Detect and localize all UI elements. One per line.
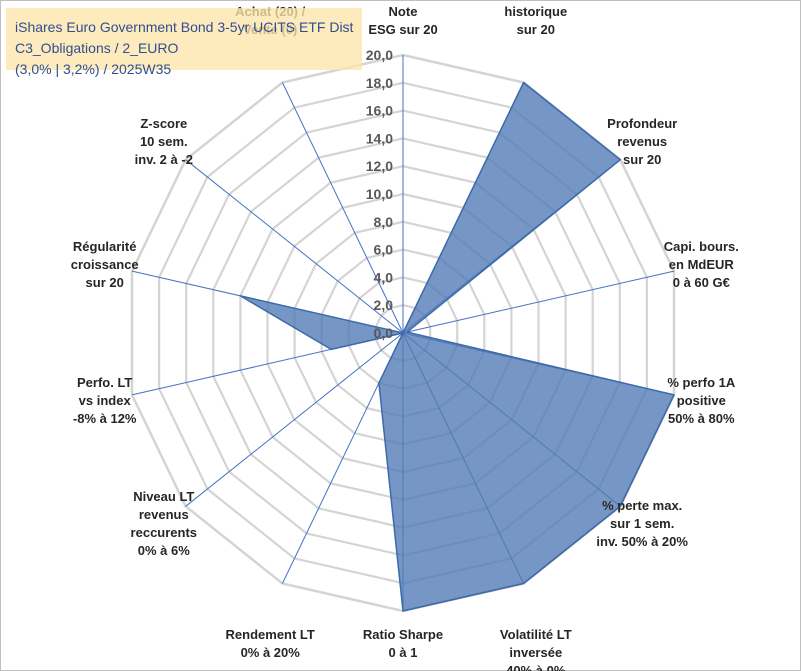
axis-label: Profondeur revenus sur 20	[607, 116, 677, 167]
axis-label-line: Niveau LT	[133, 489, 194, 504]
axis-label-line: 0% à 6%	[138, 543, 190, 558]
axis-label: Régularité croissance sur 20	[71, 239, 139, 290]
series-area	[239, 81, 675, 612]
radial-tick-labels: 0,0 2,0 4,0 6,0 8,0 10,0 12,0 14,0 16,0 18,0 20,0	[366, 47, 393, 341]
axis-spoke	[185, 332, 404, 507]
axis-label-line: en MdEUR	[669, 257, 735, 272]
axis-label-line: Profondeur	[501, 0, 571, 1]
axis-label-line: Profondeur	[607, 116, 677, 131]
chart-title-line-2: C3_Obligations / 2_EURO	[15, 40, 179, 56]
axis-label-line: Note	[389, 4, 418, 19]
axis-label: Niveau LT revenus reccurents 0% à 6%	[131, 489, 197, 558]
axis-label-line: 40% à 0%	[506, 663, 566, 671]
axis-label-line: inv. 50% à 20%	[596, 534, 688, 549]
tick-label: 8,0	[374, 214, 394, 230]
axis-label: Rendement LT 0% à 20%	[226, 627, 315, 660]
tick-label: 14,0	[366, 130, 393, 146]
axis-label-line: % perte max.	[602, 498, 682, 513]
axis-label: Z-score 10 sem. inv. 2 à -2	[135, 116, 193, 167]
axis-label-line: revenus	[617, 134, 667, 149]
axis-label: Volatilité LT inversée 40% à 0%	[500, 627, 572, 671]
axis-label: Profondeur historique sur 20	[501, 0, 571, 37]
axis-label-line: historique	[504, 4, 567, 19]
axis-label-line: Z-score	[140, 116, 187, 131]
axis-label: Note ESG sur 20	[368, 4, 437, 37]
axis-spoke	[402, 270, 675, 334]
tick-label: 10,0	[366, 186, 393, 202]
tick-label: 4,0	[374, 269, 394, 285]
axis-label-line: sur 20	[623, 152, 661, 167]
axis-label-line: Perfo. LT	[77, 375, 132, 390]
axis-label-line: reccurents	[131, 525, 197, 540]
axis-label: Capi. bours. en MdEUR 0 à 60 G€	[664, 239, 739, 290]
chart-title-line-3: (3,0% | 3,2%) / 2025W35	[15, 61, 172, 77]
tick-label: 0,0	[374, 325, 394, 341]
tick-label: 18,0	[366, 75, 393, 91]
tick-label: 12,0	[366, 158, 393, 174]
axis-label-line: 10 sem.	[140, 134, 188, 149]
chart-title-line-1: iShares Euro Government Bond 3-5yr UCITS…	[15, 19, 354, 35]
axis-label: % perfo 1A positive 50% à 80%	[667, 375, 736, 426]
axis-label-line: revenus	[139, 507, 189, 522]
axis-label-line: positive	[677, 393, 726, 408]
axis-label: Ratio Sharpe 0 à 1	[363, 627, 443, 660]
axis-spoke	[281, 82, 404, 334]
axis-label-line: 0 à 60 G€	[673, 275, 730, 290]
radar-series	[239, 81, 675, 612]
axis-label-line: vs index	[79, 393, 132, 408]
axis-labels: Note ESG sur 20 Profondeur historique sur 20…	[71, 0, 739, 671]
axis-label-line: Régularité	[73, 239, 137, 254]
axis-label-line: Capi. bours.	[664, 239, 739, 254]
axis-label-line: ESG sur 20	[368, 22, 437, 37]
axis-label-line: 0 à 1	[389, 645, 418, 660]
tick-label: 6,0	[374, 242, 394, 258]
axis-label: Perfo. LT vs index -8% à 12%	[73, 375, 137, 426]
tick-label: 20,0	[366, 47, 393, 63]
axis-label-line: sur 1 sem.	[610, 516, 674, 531]
axis-label-line: croissance	[71, 257, 139, 272]
axis-label-line: -8% à 12%	[73, 411, 137, 426]
axis-label-line: Rendement LT	[226, 627, 315, 642]
axis-label-line: inversée	[509, 645, 562, 660]
axis-label-line: sur 20	[86, 275, 124, 290]
axis-label: % perte max. sur 1 sem. inv. 50% à 20%	[596, 498, 688, 549]
axis-label-line: Volatilité LT	[500, 627, 572, 642]
chart-title-box: iShares Euro Government Bond 3-5yr UCITS…	[6, 8, 362, 77]
axis-label-line: sur 20	[517, 22, 555, 37]
tick-label: 16,0	[366, 103, 393, 119]
axis-label-line: Ratio Sharpe	[363, 627, 443, 642]
axis-label-line: % perfo 1A	[667, 375, 736, 390]
tick-label: 2,0	[374, 297, 394, 313]
axis-spoke	[185, 159, 404, 334]
axis-label-line: 0% à 20%	[241, 645, 301, 660]
axis-label-line: 50% à 80%	[668, 411, 735, 426]
axis-label-line: Momentum	[236, 0, 305, 1]
axis-label-line: inv. 2 à -2	[135, 152, 193, 167]
